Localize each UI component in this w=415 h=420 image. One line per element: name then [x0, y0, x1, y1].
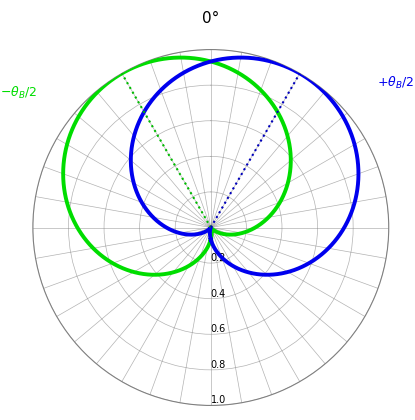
Text: 0°: 0° [202, 11, 220, 26]
Text: $+\theta_B/2$: $+\theta_B/2$ [378, 75, 414, 91]
Text: $-\theta_B/2$: $-\theta_B/2$ [0, 85, 37, 101]
